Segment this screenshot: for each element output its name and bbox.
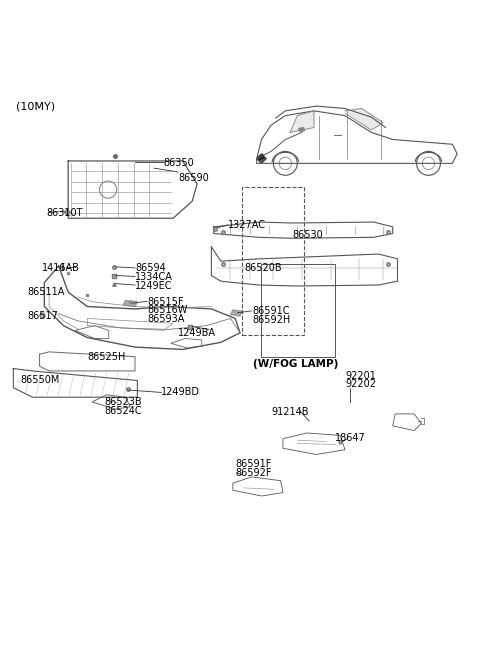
Text: 86310T: 86310T	[47, 209, 83, 218]
Text: 86594: 86594	[135, 263, 166, 274]
Text: 1249BA: 1249BA	[178, 328, 216, 338]
Text: (W/FOG LAMP): (W/FOG LAMP)	[253, 359, 338, 369]
Text: 86520B: 86520B	[245, 263, 282, 274]
Text: 92201: 92201	[345, 371, 376, 380]
Text: 86523B: 86523B	[104, 397, 142, 407]
Text: 86590: 86590	[178, 173, 209, 182]
Text: 86516W: 86516W	[147, 305, 187, 316]
Text: 86350: 86350	[164, 158, 194, 169]
Text: 91214B: 91214B	[271, 407, 309, 417]
Text: 1249EC: 1249EC	[135, 281, 172, 291]
Polygon shape	[258, 154, 264, 160]
Text: 92202: 92202	[345, 379, 376, 389]
Text: 1416AB: 1416AB	[42, 263, 80, 274]
Polygon shape	[290, 111, 314, 133]
Text: 1327AC: 1327AC	[228, 220, 266, 230]
Text: 86593A: 86593A	[147, 314, 184, 324]
Text: 86592H: 86592H	[252, 315, 290, 325]
Text: (10MY): (10MY)	[16, 101, 55, 112]
Text: 18647: 18647	[336, 433, 366, 443]
Polygon shape	[299, 127, 304, 131]
Text: 86511A: 86511A	[28, 287, 65, 297]
Text: 1249BD: 1249BD	[161, 388, 200, 398]
Text: 1334CA: 1334CA	[135, 272, 173, 282]
Polygon shape	[123, 300, 137, 306]
Text: 86525H: 86525H	[87, 352, 126, 361]
Polygon shape	[257, 154, 266, 163]
Polygon shape	[230, 310, 242, 316]
Text: 86591F: 86591F	[235, 459, 272, 469]
Text: 86524C: 86524C	[104, 405, 142, 415]
Text: 86517: 86517	[28, 311, 59, 321]
Text: 86530: 86530	[292, 230, 323, 240]
Text: 86515F: 86515F	[147, 297, 183, 307]
Text: 86550M: 86550M	[21, 375, 60, 386]
Polygon shape	[345, 108, 383, 130]
Text: 86591C: 86591C	[252, 306, 289, 316]
Text: 86592F: 86592F	[235, 468, 272, 478]
